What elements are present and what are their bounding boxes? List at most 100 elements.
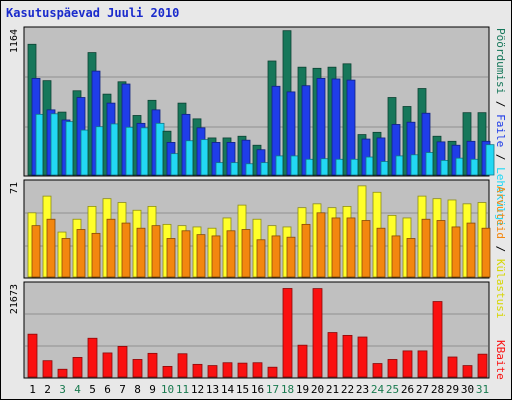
legend-entry: / bbox=[494, 147, 507, 167]
middle-bar-arvuteid-day-6 bbox=[106, 218, 116, 278]
x-tick-label: 17 bbox=[266, 383, 279, 396]
middle-bar-arvuteid-day-30 bbox=[466, 222, 476, 278]
bottom-bar-kbaite-day-10 bbox=[162, 365, 173, 378]
x-tick-label: 28 bbox=[431, 383, 444, 396]
legend-entry: Lehekülgi bbox=[494, 167, 507, 227]
middle-bar-arvuteid-day-2 bbox=[46, 218, 56, 278]
bottom-bar-kbaite-day-23 bbox=[357, 336, 368, 378]
x-tick-label: 24 bbox=[371, 383, 385, 396]
middle-bar-arvuteid-day-17 bbox=[271, 235, 281, 278]
bottom-bar-kbaite-day-29 bbox=[447, 356, 458, 378]
middle-bar-arvuteid-day-21 bbox=[331, 217, 341, 278]
bottom-bar-kbaite-day-2 bbox=[42, 360, 53, 378]
x-tick-label: 22 bbox=[341, 383, 354, 396]
x-tick-label: 14 bbox=[221, 383, 235, 396]
bottom-bar-kbaite-day-16 bbox=[252, 362, 263, 378]
bottom-panel-bars bbox=[25, 288, 488, 378]
middle-panel-ytick: 71 bbox=[9, 182, 20, 194]
bottom-bar-kbaite-day-14 bbox=[222, 362, 233, 378]
middle-bar-arvuteid-day-20 bbox=[316, 212, 326, 278]
x-tick-label: 25 bbox=[386, 383, 399, 396]
middle-bar-arvuteid-day-10 bbox=[166, 238, 176, 278]
bottom-bar-kbaite-day-1 bbox=[27, 333, 38, 378]
legend-entry: Pöördumisi bbox=[494, 28, 507, 94]
bottom-bar-kbaite-day-9 bbox=[147, 352, 158, 378]
legend-entry: KBaite bbox=[494, 340, 507, 380]
middle-bar-arvuteid-day-11 bbox=[181, 230, 191, 278]
bottom-bar-kbaite-day-13 bbox=[207, 365, 218, 378]
middle-bar-arvuteid-day-24 bbox=[376, 227, 386, 278]
x-tick-label: 21 bbox=[326, 383, 339, 396]
bottom-bar-kbaite-day-7 bbox=[117, 346, 128, 378]
x-tick-label: 4 bbox=[74, 383, 81, 396]
x-tick-label: 7 bbox=[119, 383, 126, 396]
middle-bar-arvuteid-day-22 bbox=[346, 217, 356, 278]
x-tick-label: 8 bbox=[134, 383, 141, 396]
bottom-bar-kbaite-day-18 bbox=[282, 288, 293, 378]
bottom-bar-kbaite-day-26 bbox=[402, 350, 413, 378]
middle-bar-arvuteid-day-13 bbox=[211, 235, 221, 278]
top-panel-bars bbox=[25, 30, 495, 176]
bottom-bar-kbaite-day-28 bbox=[432, 301, 443, 378]
x-tick-label: 29 bbox=[446, 383, 459, 396]
x-tick-label: 5 bbox=[89, 383, 96, 396]
bottom-bar-kbaite-day-22 bbox=[342, 334, 353, 378]
x-tick-label: 16 bbox=[251, 383, 264, 396]
middle-bar-arvuteid-day-9 bbox=[151, 225, 161, 278]
middle-bar-arvuteid-day-31 bbox=[481, 227, 491, 278]
bottom-bar-kbaite-day-11 bbox=[177, 353, 188, 378]
bottom-bar-kbaite-day-15 bbox=[237, 362, 248, 378]
top-panel: 1164 bbox=[9, 26, 495, 177]
bottom-bar-kbaite-day-6 bbox=[102, 352, 113, 378]
middle-bar-arvuteid-day-16 bbox=[256, 239, 266, 278]
x-tick-label: 1 bbox=[29, 383, 36, 396]
middle-bar-arvuteid-day-29 bbox=[451, 226, 461, 278]
bottom-bar-kbaite-day-3 bbox=[57, 368, 68, 378]
chart-title: Kasutuspäevad Juuli 2010 bbox=[6, 6, 179, 20]
bottom-bar-kbaite-day-21 bbox=[327, 332, 338, 378]
middle-bar-arvuteid-day-18 bbox=[286, 236, 296, 278]
x-tick-label: 6 bbox=[104, 383, 111, 396]
x-tick-label: 3 bbox=[59, 383, 66, 396]
middle-panel: 71 bbox=[9, 179, 491, 279]
bottom-bar-kbaite-day-24 bbox=[372, 363, 383, 378]
x-tick-label: 12 bbox=[191, 383, 204, 396]
middle-bar-arvuteid-day-27 bbox=[421, 218, 431, 278]
bottom-bar-kbaite-day-27 bbox=[417, 350, 428, 378]
x-tick-label: 20 bbox=[311, 383, 324, 396]
x-tick-label: 18 bbox=[281, 383, 294, 396]
middle-bar-arvuteid-day-1 bbox=[31, 225, 41, 278]
top-legend: Pöördumisi / Faile / Lehekülgi bbox=[494, 28, 507, 227]
middle-bar-arvuteid-day-8 bbox=[136, 227, 146, 278]
bottom-bar-kbaite-day-12 bbox=[192, 363, 203, 378]
middle-bar-arvuteid-day-12 bbox=[196, 234, 206, 278]
x-tick-label: 23 bbox=[356, 383, 369, 396]
bottom-panel-ytick: 21673 bbox=[9, 284, 20, 314]
middle-bar-arvuteid-day-14 bbox=[226, 230, 236, 278]
middle-bar-arvuteid-day-19 bbox=[301, 223, 311, 278]
top-panel-ytick: 1164 bbox=[9, 29, 20, 53]
x-tick-label: 30 bbox=[461, 383, 474, 396]
bottom-bar-kbaite-day-19 bbox=[297, 344, 308, 378]
middle-bar-arvuteid-day-5 bbox=[91, 232, 101, 278]
bottom-bar-kbaite-day-20 bbox=[312, 288, 323, 378]
middle-bar-arvuteid-day-28 bbox=[436, 220, 446, 278]
middle-panel-bars bbox=[25, 185, 491, 278]
middle-bar-arvuteid-day-25 bbox=[391, 235, 401, 278]
middle-bar-arvuteid-day-23 bbox=[361, 220, 371, 278]
middle-bar-arvuteid-day-7 bbox=[121, 222, 131, 278]
x-tick-label: 19 bbox=[296, 383, 309, 396]
bottom-bar-kbaite-day-5 bbox=[87, 337, 98, 378]
bottom-bar-kbaite-day-8 bbox=[132, 359, 143, 378]
bottom-legend: KBaite bbox=[494, 340, 507, 380]
middle-bar-arvuteid-day-26 bbox=[406, 238, 416, 278]
middle-bar-arvuteid-day-3 bbox=[61, 238, 71, 278]
x-tick-label: 2 bbox=[44, 383, 51, 396]
x-tick-label: 15 bbox=[236, 383, 249, 396]
bottom-bar-kbaite-day-30 bbox=[462, 365, 473, 378]
bottom-bar-kbaite-day-25 bbox=[387, 359, 398, 378]
bottom-panel: 21673 bbox=[9, 281, 490, 379]
legend-entry: / bbox=[494, 239, 507, 259]
bottom-bar-kbaite-day-4 bbox=[72, 357, 83, 378]
